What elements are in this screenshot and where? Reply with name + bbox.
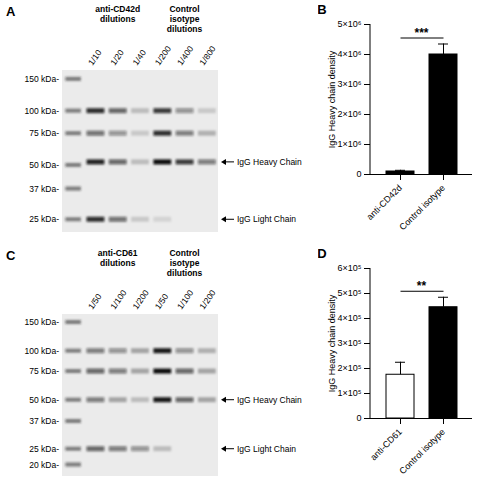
svg-text:C: C	[6, 248, 16, 263]
svg-text:2×10⁶: 2×10⁶	[338, 109, 362, 119]
svg-text:dilutions: dilutions	[167, 24, 203, 34]
svg-text:***: ***	[414, 26, 428, 40]
svg-text:100 kDa-: 100 kDa-	[25, 346, 60, 356]
svg-text:IgG Heavy Chain: IgG Heavy Chain	[237, 395, 302, 405]
svg-text:anti-CD42d: anti-CD42d	[95, 4, 140, 14]
svg-text:1/200: 1/200	[130, 288, 151, 311]
svg-text:37 kDa-: 37 kDa-	[29, 184, 59, 194]
svg-text:IgG Heavy chain density: IgG Heavy chain density	[327, 50, 337, 148]
svg-text:20 kDa-: 20 kDa-	[29, 460, 59, 470]
svg-text:1/100: 1/100	[175, 288, 196, 311]
svg-text:75 kDa-: 75 kDa-	[29, 128, 59, 138]
svg-text:1/50: 1/50	[86, 292, 104, 312]
svg-text:1/200: 1/200	[153, 44, 174, 67]
svg-text:isotype: isotype	[170, 14, 200, 24]
svg-text:isotype: isotype	[170, 258, 200, 268]
svg-text:1/200: 1/200	[197, 288, 218, 311]
svg-text:75 kDa-: 75 kDa-	[29, 366, 59, 376]
svg-text:1×10⁵: 1×10⁵	[337, 388, 361, 398]
svg-text:Control: Control	[169, 248, 199, 258]
svg-text:1/50: 1/50	[153, 292, 171, 312]
svg-text:anti-CD42d: anti-CD42d	[365, 183, 404, 222]
svg-text:1/10: 1/10	[86, 48, 104, 68]
svg-text:IgG Light Chain: IgG Light Chain	[237, 444, 296, 454]
svg-text:150 kDa-: 150 kDa-	[25, 74, 60, 84]
svg-text:1/20: 1/20	[108, 48, 126, 68]
svg-text:dilutions: dilutions	[100, 258, 136, 268]
svg-text:Control isotype: Control isotype	[397, 427, 447, 477]
svg-text:50 kDa-: 50 kDa-	[29, 395, 59, 405]
svg-text:1/400: 1/400	[175, 44, 196, 67]
svg-text:25 kDa-: 25 kDa-	[29, 214, 59, 224]
svg-text:100 kDa-: 100 kDa-	[25, 106, 60, 116]
svg-text:5×10⁶: 5×10⁶	[338, 19, 362, 29]
svg-text:50 kDa-: 50 kDa-	[29, 160, 59, 170]
svg-text:5×10⁵: 5×10⁵	[337, 288, 361, 298]
svg-text:0: 0	[356, 413, 361, 423]
svg-text:25 kDa-: 25 kDa-	[29, 444, 59, 454]
svg-text:1/100: 1/100	[108, 288, 129, 311]
svg-text:dilutions: dilutions	[100, 14, 136, 24]
svg-text:Control: Control	[169, 4, 199, 14]
svg-text:IgG Heavy Chain: IgG Heavy Chain	[237, 157, 302, 167]
svg-text:37 kDa-: 37 kDa-	[29, 416, 59, 426]
svg-text:6×10⁵: 6×10⁵	[337, 263, 361, 273]
svg-text:1/800: 1/800	[197, 44, 218, 67]
svg-text:4×10⁵: 4×10⁵	[337, 313, 361, 323]
svg-text:Control isotype: Control isotype	[397, 183, 447, 233]
svg-text:**: **	[417, 279, 427, 293]
svg-text:0: 0	[356, 169, 361, 179]
svg-text:IgG Light Chain: IgG Light Chain	[237, 214, 296, 224]
svg-text:4×10⁶: 4×10⁶	[338, 49, 362, 59]
svg-text:150 kDa-: 150 kDa-	[25, 317, 60, 327]
svg-text:anti-CD61: anti-CD61	[98, 248, 138, 258]
svg-text:B: B	[318, 2, 327, 17]
svg-text:1/40: 1/40	[130, 48, 148, 68]
svg-text:3×10⁶: 3×10⁶	[338, 79, 362, 89]
svg-text:A: A	[6, 4, 16, 19]
svg-text:dilutions: dilutions	[167, 268, 203, 278]
svg-text:1×10⁶: 1×10⁶	[338, 139, 362, 149]
svg-text:2×10⁵: 2×10⁵	[337, 363, 361, 373]
svg-text:3×10⁵: 3×10⁵	[337, 338, 361, 348]
svg-text:anti-CD61: anti-CD61	[368, 427, 404, 463]
svg-text:D: D	[318, 246, 327, 261]
svg-text:IgG Heavy chain density: IgG Heavy chain density	[327, 294, 337, 392]
